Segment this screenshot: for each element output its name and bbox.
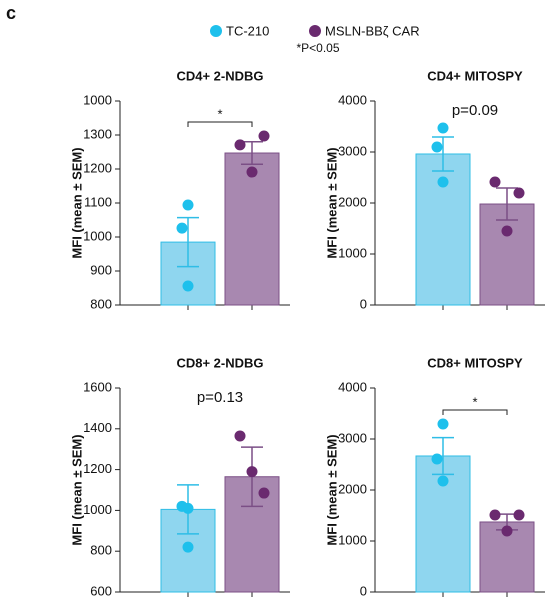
y-axis-label: MFI (mean ± SEM) xyxy=(324,434,339,545)
data-point xyxy=(437,122,449,134)
data-point xyxy=(234,139,246,151)
y-tick-label: 4000 xyxy=(338,379,367,394)
chart-title: CD4+ 2-NDBG xyxy=(176,68,263,83)
data-point xyxy=(437,475,449,487)
data-point xyxy=(501,225,513,237)
note: *P<0.05 xyxy=(296,41,339,55)
y-tick-label: 1000 xyxy=(83,502,112,517)
data-point xyxy=(182,199,194,211)
chart-title: CD8+ 2-NDBG xyxy=(176,355,263,370)
annotation: p=0.09 xyxy=(452,102,498,119)
legend-label: MSLN-BBζ CAR xyxy=(325,23,420,38)
y-axis-label: MFI (mean ± SEM) xyxy=(69,147,84,258)
annotation: * xyxy=(472,394,477,409)
data-point xyxy=(437,418,449,430)
data-point xyxy=(431,141,443,153)
panel-label: c xyxy=(6,3,16,23)
y-tick-label: 1100 xyxy=(84,194,112,209)
y-tick-label: 800 xyxy=(90,296,112,311)
annotation: * xyxy=(217,106,222,121)
chart-title: CD8+ MITOSPY xyxy=(427,355,523,370)
data-point xyxy=(489,176,501,188)
y-tick-label: 1000 xyxy=(338,532,367,547)
y-tick-label: 800 xyxy=(90,543,112,558)
y-tick-label: 3000 xyxy=(338,430,367,445)
y-tick-label: 1000 xyxy=(338,245,367,260)
y-tick-label: 2000 xyxy=(338,194,367,209)
data-point xyxy=(234,430,246,442)
y-tick-label: 4000 xyxy=(338,92,367,107)
bar xyxy=(224,152,280,306)
significance-bracket xyxy=(442,409,508,416)
y-tick-label: 1400 xyxy=(83,420,112,435)
annotation: p=0.13 xyxy=(197,389,243,406)
error-bar xyxy=(432,436,454,476)
y-tick-label: 1000 xyxy=(83,228,112,243)
data-point xyxy=(176,500,188,512)
y-tick-label: 0 xyxy=(360,296,367,311)
data-point xyxy=(501,525,513,537)
y-tick-label: 900 xyxy=(90,262,112,277)
y-tick-label: 1200 xyxy=(83,461,112,476)
data-point xyxy=(489,509,501,521)
legend-label: TC-210 xyxy=(226,23,269,38)
error-bar xyxy=(432,136,454,172)
data-point xyxy=(258,130,270,142)
chart-title: CD4+ MITOSPY xyxy=(427,68,523,83)
y-tick-label: 1600 xyxy=(83,379,112,394)
error-bar xyxy=(241,141,263,165)
data-point xyxy=(176,222,188,234)
data-point xyxy=(431,453,443,465)
y-tick-label: 3000 xyxy=(338,143,367,158)
significance-bracket xyxy=(187,121,253,128)
y-axis-label: MFI (mean ± SEM) xyxy=(69,434,84,545)
y-tick-label: 0 xyxy=(360,583,367,598)
data-point xyxy=(182,280,194,292)
bar xyxy=(479,203,535,306)
data-point xyxy=(246,166,258,178)
y-tick-label: 1000 xyxy=(83,92,112,107)
data-point xyxy=(513,187,525,199)
error-bar xyxy=(177,216,199,268)
data-point xyxy=(246,466,258,478)
y-tick-label: 2000 xyxy=(338,481,367,496)
y-tick-label: 600 xyxy=(90,583,112,598)
legend-swatch xyxy=(210,25,222,37)
data-point xyxy=(182,541,194,553)
y-axis-label: MFI (mean ± SEM) xyxy=(324,147,339,258)
y-tick-label: 1200 xyxy=(83,160,112,175)
data-point xyxy=(258,487,270,499)
data-point xyxy=(513,509,525,521)
y-tick-label: 1300 xyxy=(83,126,112,141)
data-point xyxy=(437,176,449,188)
error-bar xyxy=(496,187,518,221)
legend-swatch xyxy=(309,25,321,37)
